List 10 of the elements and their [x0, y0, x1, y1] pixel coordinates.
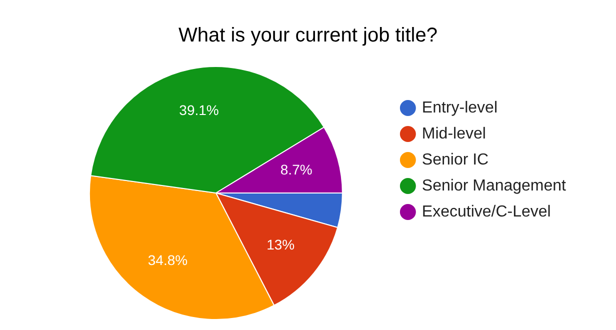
legend-label: Entry-level — [422, 99, 498, 116]
legend-label: Senior Management — [422, 177, 567, 194]
data-label: 13% — [266, 236, 295, 253]
legend-label: Senior IC — [422, 151, 489, 168]
data-label: 8.7% — [280, 161, 312, 178]
data-label: 34.8% — [148, 252, 188, 268]
legend-label: Mid-level — [422, 125, 486, 142]
chart-title: What is your current job title? — [178, 24, 438, 47]
data-label: 39.1% — [179, 102, 219, 118]
legend-label: Executive/C-Level — [422, 203, 551, 220]
